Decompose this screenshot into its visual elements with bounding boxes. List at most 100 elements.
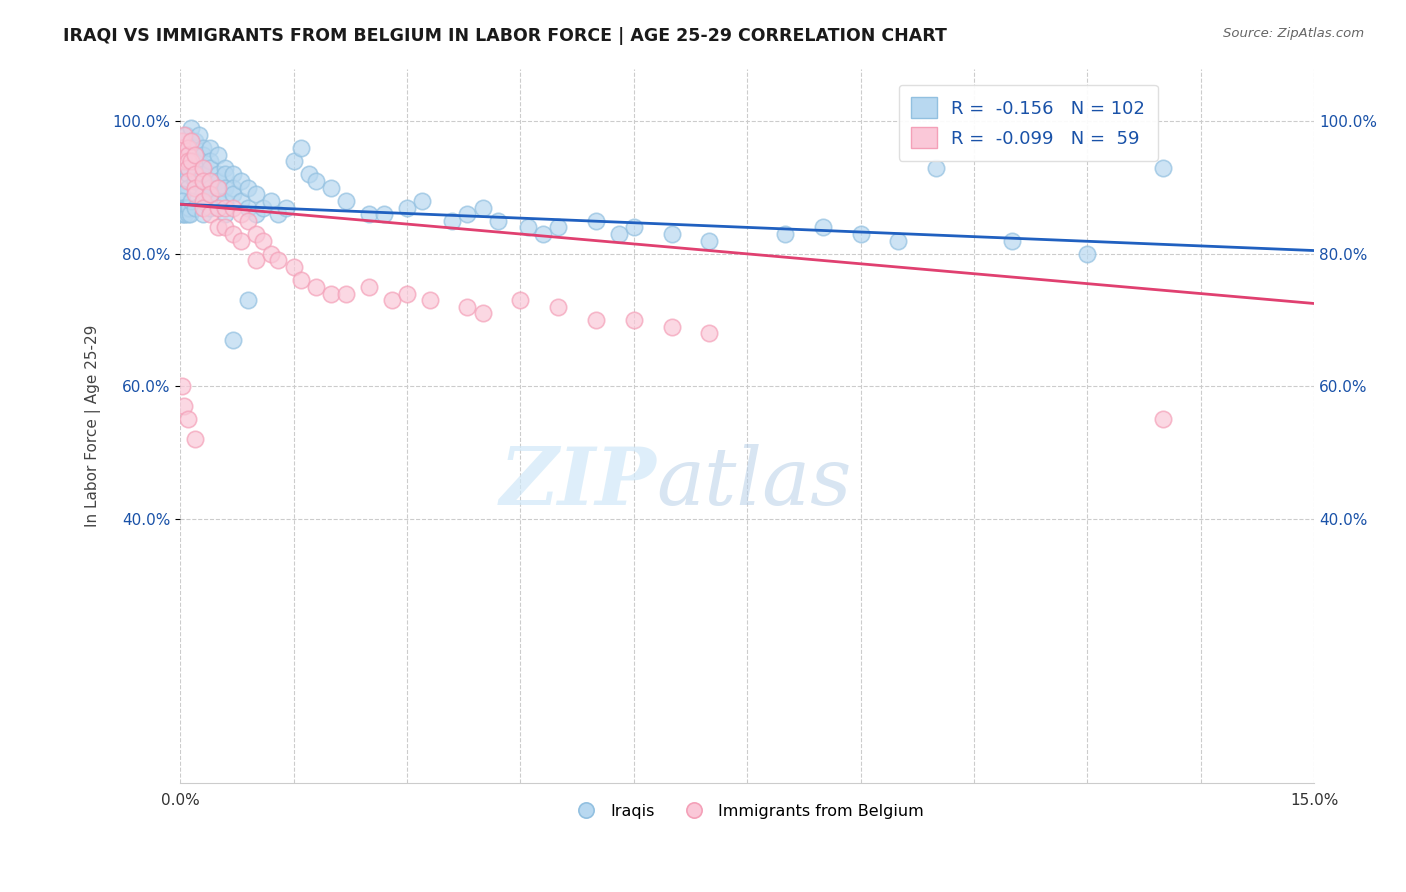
Point — [321, 286, 343, 301]
Point — [207, 180, 229, 194]
Point — [547, 220, 569, 235]
Point — [176, 201, 198, 215]
Point — [238, 180, 260, 194]
Point — [191, 161, 214, 175]
Point — [191, 207, 214, 221]
Text: ZIP: ZIP — [499, 444, 657, 522]
Point — [887, 234, 910, 248]
Point — [176, 147, 198, 161]
Point — [174, 128, 197, 142]
Point — [252, 234, 274, 248]
Point — [849, 227, 872, 241]
Point — [222, 333, 245, 347]
Point — [184, 174, 207, 188]
Point — [184, 147, 207, 161]
Point — [229, 234, 252, 248]
Point — [184, 168, 207, 182]
Point — [661, 319, 683, 334]
Point — [222, 227, 245, 241]
Point — [207, 174, 229, 188]
Point — [335, 194, 357, 208]
Point — [174, 201, 197, 215]
Point — [305, 174, 328, 188]
Point — [172, 187, 194, 202]
Point — [359, 280, 381, 294]
Point — [188, 154, 211, 169]
Text: IRAQI VS IMMIGRANTS FROM BELGIUM IN LABOR FORCE | AGE 25-29 CORRELATION CHART: IRAQI VS IMMIGRANTS FROM BELGIUM IN LABO… — [63, 27, 948, 45]
Point — [173, 134, 195, 148]
Point — [214, 194, 236, 208]
Point — [456, 300, 478, 314]
Point — [245, 187, 267, 202]
Point — [1001, 234, 1024, 248]
Point — [283, 260, 305, 274]
Point — [184, 201, 207, 215]
Point — [176, 168, 198, 182]
Point — [229, 207, 252, 221]
Point — [214, 168, 236, 182]
Point — [298, 168, 321, 182]
Point — [173, 399, 195, 413]
Point — [585, 213, 607, 227]
Point — [200, 154, 222, 169]
Point — [200, 141, 222, 155]
Text: atlas: atlas — [657, 444, 852, 522]
Point — [176, 201, 198, 215]
Text: Source: ZipAtlas.com: Source: ZipAtlas.com — [1223, 27, 1364, 40]
Point — [188, 128, 211, 142]
Point — [200, 174, 222, 188]
Point — [1152, 161, 1174, 175]
Point — [179, 201, 201, 215]
Point — [172, 379, 194, 393]
Point — [173, 154, 195, 169]
Point — [200, 180, 222, 194]
Point — [191, 141, 214, 155]
Point — [173, 174, 195, 188]
Point — [200, 201, 222, 215]
Point — [207, 201, 229, 215]
Point — [173, 207, 195, 221]
Point — [176, 207, 198, 221]
Point — [176, 180, 198, 194]
Point — [395, 201, 418, 215]
Point — [180, 154, 202, 169]
Point — [925, 161, 948, 175]
Point — [222, 180, 245, 194]
Point — [1152, 412, 1174, 426]
Point — [222, 168, 245, 182]
Point — [214, 220, 236, 235]
Point — [191, 147, 214, 161]
Legend: Iraqis, Immigrants from Belgium: Iraqis, Immigrants from Belgium — [564, 797, 931, 825]
Point — [335, 286, 357, 301]
Point — [180, 134, 202, 148]
Point — [176, 412, 198, 426]
Point — [238, 213, 260, 227]
Point — [180, 134, 202, 148]
Point — [411, 194, 433, 208]
Point — [222, 201, 245, 215]
Point — [176, 154, 198, 169]
Point — [516, 220, 538, 235]
Point — [585, 313, 607, 327]
Point — [290, 141, 312, 155]
Point — [184, 134, 207, 148]
Point — [471, 306, 494, 320]
Point — [172, 207, 194, 221]
Point — [607, 227, 630, 241]
Point — [283, 154, 305, 169]
Point — [547, 300, 569, 314]
Point — [811, 220, 834, 235]
Point — [214, 201, 236, 215]
Point — [176, 141, 198, 155]
Point — [191, 161, 214, 175]
Point — [229, 194, 252, 208]
Point — [238, 293, 260, 308]
Point — [184, 141, 207, 155]
Point — [184, 154, 207, 169]
Point — [176, 161, 198, 175]
Point — [290, 273, 312, 287]
Point — [200, 187, 222, 202]
Point — [531, 227, 554, 241]
Point — [207, 147, 229, 161]
Point — [456, 207, 478, 221]
